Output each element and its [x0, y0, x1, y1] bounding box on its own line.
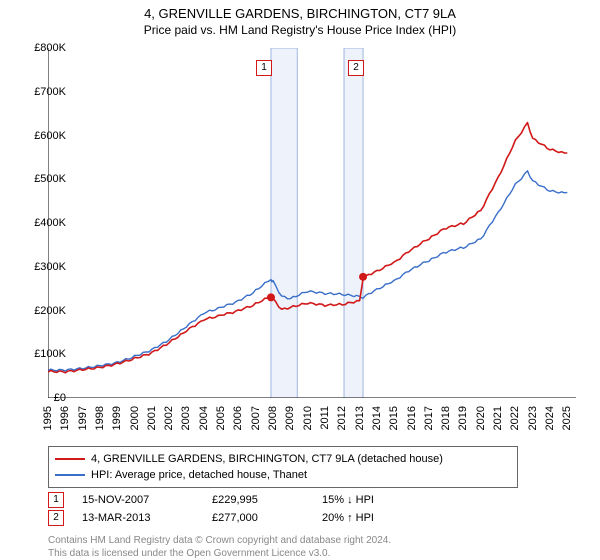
x-tick-label: 2019	[457, 406, 469, 430]
x-tick-label: 2004	[198, 406, 210, 430]
x-tick-label: 1995	[42, 406, 54, 430]
sale-row: 2 13-MAR-2013£277,00020% ↑ HPI	[48, 510, 552, 526]
sale-marker: 2	[48, 510, 64, 526]
x-tick-label: 2011	[319, 406, 331, 430]
x-tick-label: 1996	[59, 406, 71, 430]
legend-item: 4, GRENVILLE GARDENS, BIRCHINGTON, CT7 9…	[55, 451, 511, 467]
x-tick-label: 2013	[354, 406, 366, 430]
legend-label: 4, GRENVILLE GARDENS, BIRCHINGTON, CT7 9…	[91, 453, 443, 465]
y-tick-label: £800K	[34, 42, 66, 54]
x-tick-label: 2015	[388, 406, 400, 430]
x-tick-label: 2014	[371, 406, 383, 430]
x-tick-label: 1997	[77, 406, 89, 430]
sale-pct: 15% ↓ HPI	[322, 494, 442, 506]
y-tick-label: £700K	[34, 86, 66, 98]
footnote: Contains HM Land Registry data © Crown c…	[48, 534, 391, 560]
x-tick-label: 2018	[440, 406, 452, 430]
x-tick-label: 2005	[215, 406, 227, 430]
x-tick-label: 2007	[250, 406, 262, 430]
x-tick-label: 2008	[267, 406, 279, 430]
chart-area	[48, 48, 576, 398]
y-tick-label: £300K	[34, 261, 66, 273]
sale-pct: 20% ↑ HPI	[322, 512, 442, 524]
y-tick-label: £400K	[34, 217, 66, 229]
sale-price: £229,995	[212, 494, 322, 506]
x-tick-label: 2006	[232, 406, 244, 430]
y-tick-label: £100K	[34, 348, 66, 360]
x-tick-label: 1998	[94, 406, 106, 430]
sale-row: 1 15-NOV-2007£229,99515% ↓ HPI	[48, 492, 552, 508]
chart-subtitle: Price paid vs. HM Land Registry's House …	[0, 23, 600, 37]
sale-date: 13-MAR-2013	[82, 512, 212, 524]
x-tick-label: 2022	[509, 406, 521, 430]
y-tick-label: £0	[54, 392, 66, 404]
y-tick-label: £200K	[34, 305, 66, 317]
event-marker: 1	[256, 60, 272, 76]
event-marker: 2	[348, 60, 364, 76]
legend-label: HPI: Average price, detached house, Than…	[91, 469, 307, 481]
legend-item: HPI: Average price, detached house, Than…	[55, 467, 511, 483]
x-tick-label: 2025	[561, 406, 573, 430]
sale-marker: 1	[48, 492, 64, 508]
x-tick-label: 2020	[475, 406, 487, 430]
sale-price: £277,000	[212, 512, 322, 524]
x-tick-label: 2012	[336, 406, 348, 430]
x-tick-label: 2001	[146, 406, 158, 430]
x-tick-label: 2016	[406, 406, 418, 430]
x-tick-label: 2000	[129, 406, 141, 430]
plot-svg	[48, 48, 576, 398]
chart-title: 4, GRENVILLE GARDENS, BIRCHINGTON, CT7 9…	[0, 6, 600, 21]
sale-date: 15-NOV-2007	[82, 494, 212, 506]
legend-swatch	[55, 474, 85, 476]
y-tick-label: £600K	[34, 130, 66, 142]
footnote-line-1: Contains HM Land Registry data © Crown c…	[48, 534, 391, 547]
x-tick-label: 2002	[163, 406, 175, 430]
x-tick-label: 2017	[423, 406, 435, 430]
x-tick-label: 1999	[111, 406, 123, 430]
y-tick-label: £500K	[34, 173, 66, 185]
legend-swatch	[55, 458, 85, 460]
x-tick-label: 2021	[492, 406, 504, 430]
footnote-line-2: This data is licensed under the Open Gov…	[48, 547, 391, 560]
x-tick-label: 2009	[284, 406, 296, 430]
x-tick-label: 2010	[302, 406, 314, 430]
title-block: 4, GRENVILLE GARDENS, BIRCHINGTON, CT7 9…	[0, 0, 600, 37]
x-tick-label: 2003	[180, 406, 192, 430]
legend: 4, GRENVILLE GARDENS, BIRCHINGTON, CT7 9…	[48, 446, 518, 488]
chart-container: 4, GRENVILLE GARDENS, BIRCHINGTON, CT7 9…	[0, 0, 600, 560]
x-tick-label: 2024	[544, 406, 556, 430]
x-tick-label: 2023	[527, 406, 539, 430]
